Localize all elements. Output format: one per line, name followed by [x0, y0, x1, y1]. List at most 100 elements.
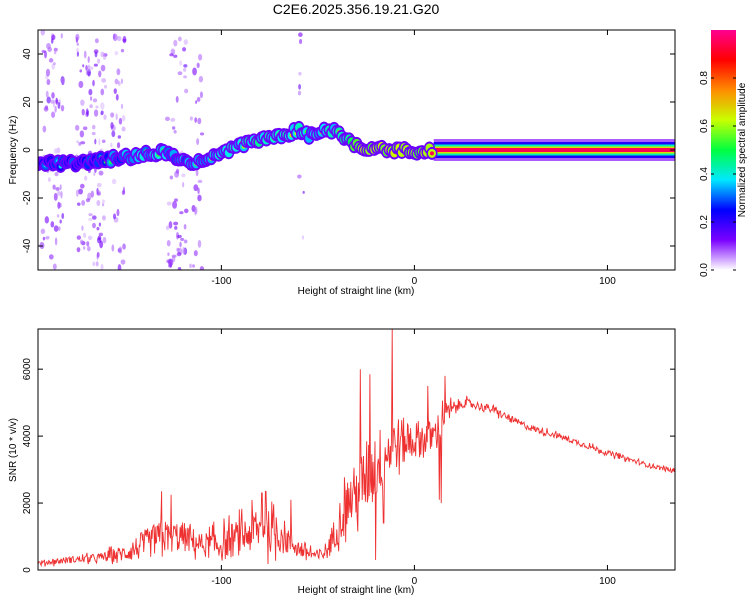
spectrogram-noise-blob: [95, 261, 99, 267]
spectrogram-noise-blob: [60, 33, 63, 39]
spectrogram-noise-blob: [183, 39, 188, 45]
colorbar-label: Normalized spectral amplitude: [737, 82, 748, 217]
spectrogram-noise-blob: [97, 190, 101, 196]
spectrogram-noise-blob: [42, 125, 47, 133]
spectrogram-noise-blob: [87, 235, 93, 241]
spectrogram-noise-blob: [120, 103, 124, 110]
spectrogram-noise-blob: [172, 126, 176, 130]
snr-marks: [38, 329, 675, 567]
snr-y-tick-label: 4000: [22, 425, 33, 448]
spectrogram-noise-blob: [122, 114, 126, 122]
spectrogram-noise-blob: [52, 263, 57, 270]
spectrogram-noise-blob: [61, 213, 65, 219]
colorbar-axes: 0.0 0.2 0.4 0.6 0.8: [699, 71, 736, 277]
spectrogram-noise-blob: [122, 186, 125, 194]
spectrogram-noise-blob: [54, 171, 59, 177]
spectrogram-noise-blob: [198, 75, 204, 83]
spectrogram-noise-blob: [111, 130, 116, 138]
snr-x-tick-label: 0: [412, 576, 418, 587]
spectrogram-noise-blob: [120, 78, 124, 85]
spectrogram-noise-blob: [51, 34, 56, 41]
spectrogram-noise-blob: [92, 261, 96, 267]
spectrogram-noise-blob: [118, 246, 123, 254]
spectrogram-noise-blob: [89, 104, 93, 109]
spectrogram-noise-blob: [87, 56, 90, 63]
spectrogram-noise-blob: [86, 241, 90, 247]
spectrogram-noise-blob: [75, 33, 80, 41]
spectrogram-noise-blob: [93, 63, 98, 67]
colorbar: 0.0 0.2 0.4 0.6 0.8 Normalized spectral ampl…: [699, 30, 748, 277]
spectrogram-noise-blob: [76, 42, 80, 46]
spectrogram-noise-blob: [80, 141, 86, 145]
spectrogram-noise-blob: [79, 69, 82, 73]
spectrogram-noise-blob: [183, 239, 188, 244]
colorbar-tick-label: 0.0: [699, 263, 710, 277]
spectrogram-noise-blob: [52, 184, 56, 190]
spectrogram-noise-blob: [113, 88, 117, 94]
spectrogram-noise-blob: [101, 215, 106, 221]
spectrogram-noise-blob: [103, 55, 107, 60]
spectrogram-noise-blob: [122, 38, 127, 42]
spectrogram-noise-blob: [100, 102, 105, 110]
colorbar-tick-label: 0.2: [699, 215, 710, 229]
spectrogram-noise-blob: [44, 216, 50, 224]
spectrogram-noise-blob: [45, 235, 50, 239]
chart-title: C2E6.2025.356.19.21.G20: [273, 1, 440, 17]
spectrogram-noise-blob: [94, 38, 99, 44]
spectrogram-noise-blob: [299, 39, 303, 45]
spectrogram-noise-blob: [297, 90, 302, 96]
spectrogram-noise-blob: [83, 50, 87, 59]
spectrogram-x-tick-label: 100: [599, 276, 616, 287]
spectrogram-noise-blob: [50, 221, 55, 228]
spectrogram-noise-blob: [96, 251, 100, 258]
spectrogram-noise-blob: [82, 246, 86, 250]
spectrogram-noise-blob: [96, 182, 102, 188]
spectrogram-noise-blob: [172, 200, 178, 209]
spectrogram-noise-blob: [116, 142, 121, 149]
spectrogram-noise-blob: [184, 208, 189, 214]
colorbar-tick-label: 0.6: [699, 119, 710, 133]
spectrogram-noise-blob: [177, 71, 183, 76]
spectrogram-noise-blob: [84, 175, 88, 181]
spectrogram-y-tick-label: -20: [22, 190, 33, 205]
spectrogram-noise-blob: [102, 236, 107, 244]
spectrogram-x-tick-label: -100: [211, 276, 231, 287]
spectrogram-noise-blob: [92, 222, 96, 229]
spectrogram-noise-blob: [196, 62, 200, 69]
spectrogram-noise-blob: [197, 194, 202, 202]
colorbar-tick-label: 0.4: [699, 167, 710, 181]
spectrogram-noise-blob: [53, 192, 58, 201]
spectrogram-noise-blob: [175, 168, 180, 174]
spectrogram-noise-blob: [297, 174, 302, 179]
spectrogram-noise-blob: [59, 184, 62, 191]
spectrogram-noise-blob: [75, 189, 79, 197]
spectrogram-noise-blob: [42, 236, 46, 241]
spectrogram-noise-blob: [192, 67, 197, 76]
spectrogram-noise-blob: [110, 142, 113, 148]
spectrogram-noise-blob: [169, 175, 174, 180]
spectrogram-noise-blob: [182, 246, 185, 255]
spectrogram-noise-blob: [58, 226, 61, 231]
spectrogram-noise-blob: [120, 48, 125, 53]
spectrogram-x-label: Height of straight line (km): [298, 286, 415, 297]
spectrogram-noise-blob: [82, 126, 88, 131]
spectrogram-noise-blob: [57, 190, 61, 196]
spectrogram-noise-blob: [40, 30, 45, 36]
spectrogram-noise-blob: [111, 178, 117, 185]
spectrogram-noise-blob: [116, 68, 121, 76]
spectrogram-noise-blob: [179, 211, 184, 215]
spectrogram-noise-blob: [82, 232, 87, 238]
spectrogram-marks: [38, 30, 675, 270]
spectrogram-noise-blob: [194, 206, 198, 215]
spectrogram-noise-blob: [93, 172, 96, 176]
spectrogram-noise-blob: [53, 51, 57, 55]
spectrogram-noise-blob: [196, 96, 201, 103]
spectrogram-noise-blob: [180, 237, 185, 241]
spectrogram-noise-blob: [46, 78, 51, 86]
spectrogram-noise-blob: [81, 108, 85, 116]
snr-y-tick-label: 0: [22, 567, 33, 573]
spectrogram-noise-blob: [76, 247, 81, 253]
spectrogram-noise-blob: [104, 84, 107, 89]
spectrogram-noise-blob: [95, 105, 99, 109]
